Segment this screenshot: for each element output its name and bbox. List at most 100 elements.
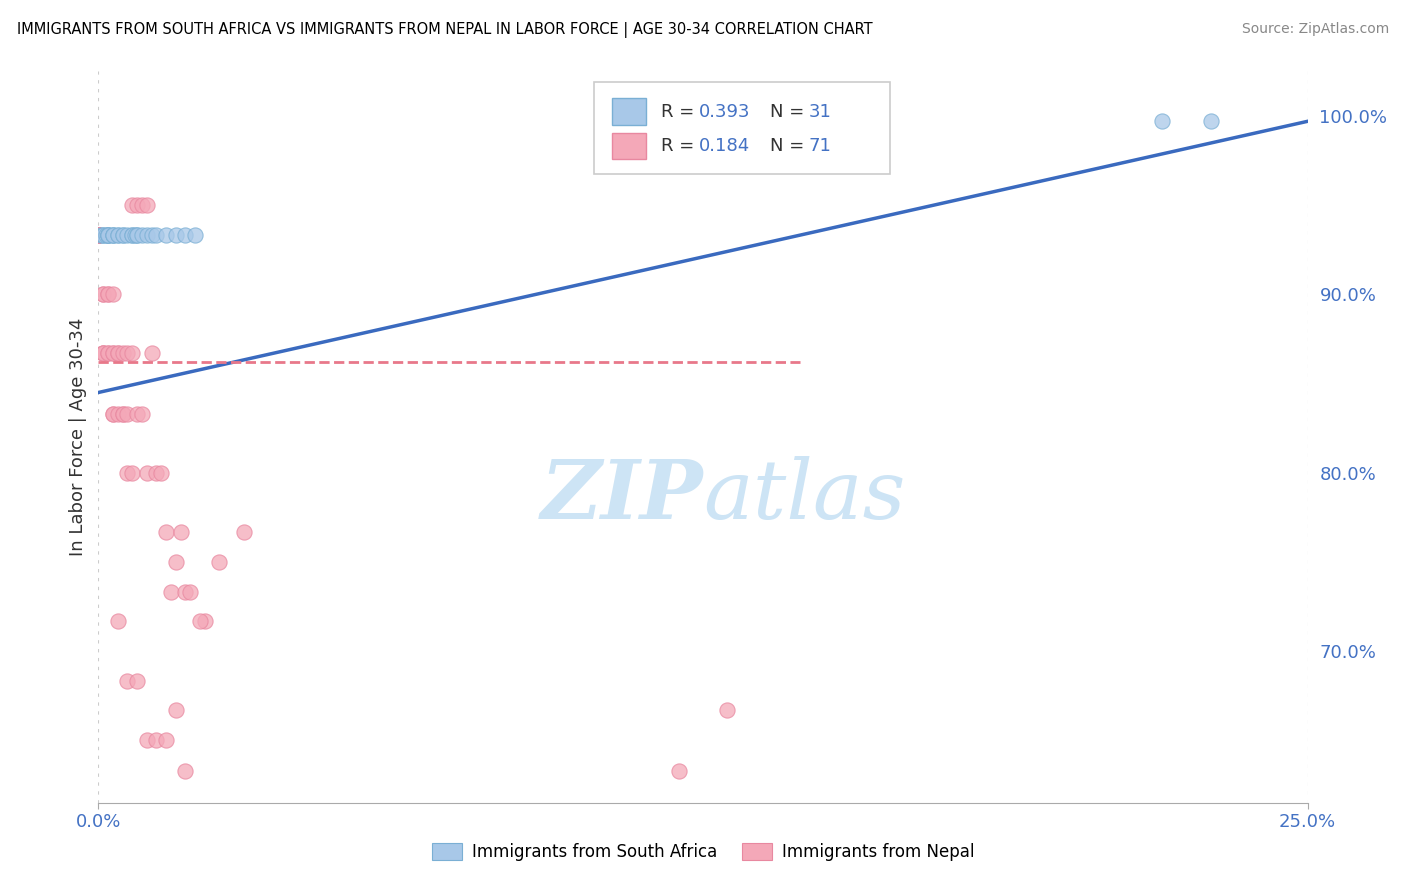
Point — [97, 228, 120, 243]
Point — [155, 733, 177, 747]
Point — [101, 346, 124, 360]
Point — [97, 287, 120, 301]
Point — [101, 228, 124, 243]
Point — [141, 228, 163, 243]
Point — [97, 287, 120, 301]
Point — [87, 228, 110, 243]
Point — [97, 228, 120, 243]
Point — [111, 346, 134, 360]
Text: IMMIGRANTS FROM SOUTH AFRICA VS IMMIGRANTS FROM NEPAL IN LABOR FORCE | AGE 30-34: IMMIGRANTS FROM SOUTH AFRICA VS IMMIGRAN… — [17, 22, 873, 38]
Point — [716, 703, 738, 717]
Point — [111, 407, 134, 421]
Point — [90, 228, 112, 243]
Point — [111, 407, 134, 421]
Point — [91, 287, 114, 301]
Point — [668, 764, 690, 778]
Point — [1199, 114, 1222, 128]
Point — [160, 585, 183, 599]
Point — [91, 228, 114, 243]
Point — [179, 585, 201, 599]
Point — [97, 346, 120, 360]
Text: Source: ZipAtlas.com: Source: ZipAtlas.com — [1241, 22, 1389, 37]
Point — [107, 228, 129, 243]
Text: 0.393: 0.393 — [699, 103, 751, 120]
Text: 31: 31 — [808, 103, 831, 120]
Point — [121, 466, 143, 480]
Point — [87, 228, 110, 243]
Point — [101, 407, 124, 421]
Point — [107, 346, 129, 360]
Point — [111, 228, 134, 243]
Point — [188, 614, 211, 628]
Point — [131, 228, 153, 243]
Point — [87, 228, 110, 243]
Point — [97, 346, 120, 360]
Point — [150, 466, 173, 480]
Point — [87, 228, 110, 243]
Point — [91, 346, 114, 360]
Point — [131, 198, 153, 212]
Point — [155, 228, 177, 243]
Point — [87, 228, 110, 243]
Point — [174, 764, 197, 778]
Point — [91, 346, 114, 360]
Point — [127, 228, 149, 243]
Point — [91, 287, 114, 301]
Text: N =: N = — [769, 103, 810, 120]
Y-axis label: In Labor Force | Age 30-34: In Labor Force | Age 30-34 — [69, 318, 87, 557]
Point — [174, 585, 197, 599]
Point — [101, 228, 124, 243]
Point — [165, 703, 187, 717]
Point — [101, 287, 124, 301]
Point — [131, 407, 153, 421]
Point — [145, 466, 167, 480]
Point — [87, 228, 110, 243]
Point — [87, 228, 110, 243]
Point — [135, 228, 157, 243]
Point — [87, 228, 110, 243]
Point — [107, 614, 129, 628]
Point — [194, 614, 217, 628]
Point — [208, 555, 231, 569]
Point — [87, 228, 110, 243]
Point — [127, 674, 149, 689]
FancyBboxPatch shape — [613, 133, 647, 159]
Point — [135, 733, 157, 747]
Point — [107, 228, 129, 243]
Point — [91, 228, 114, 243]
Text: ZIP: ZIP — [540, 456, 703, 535]
Point — [121, 228, 143, 243]
FancyBboxPatch shape — [595, 82, 890, 174]
Text: R =: R = — [661, 137, 700, 155]
Point — [127, 407, 149, 421]
Point — [127, 198, 149, 212]
Point — [87, 228, 110, 243]
Point — [117, 407, 139, 421]
Text: R =: R = — [661, 103, 700, 120]
Point — [165, 555, 187, 569]
Point — [121, 346, 143, 360]
Point — [117, 228, 139, 243]
Point — [127, 228, 149, 243]
Point — [145, 228, 167, 243]
Point — [121, 228, 143, 243]
Point — [87, 228, 110, 243]
Point — [87, 228, 110, 243]
Point — [101, 346, 124, 360]
Point — [91, 346, 114, 360]
Point — [155, 524, 177, 539]
Point — [121, 198, 143, 212]
Point — [117, 674, 139, 689]
Point — [107, 346, 129, 360]
Point — [107, 407, 129, 421]
Point — [97, 228, 120, 243]
Point — [124, 228, 146, 243]
Text: 0.184: 0.184 — [699, 137, 751, 155]
Point — [101, 228, 124, 243]
Text: N =: N = — [769, 137, 810, 155]
Point — [184, 228, 207, 243]
Point — [97, 228, 120, 243]
Point — [87, 228, 110, 243]
Point — [165, 228, 187, 243]
Point — [101, 407, 124, 421]
